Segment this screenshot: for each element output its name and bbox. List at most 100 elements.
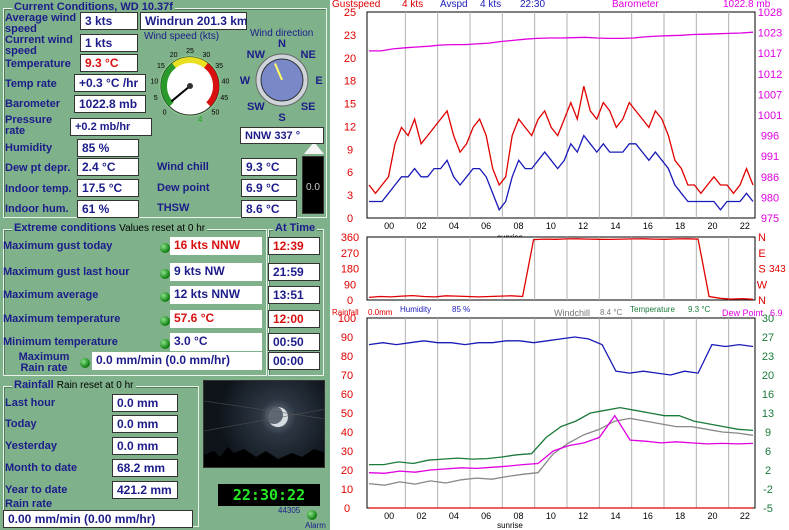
legend-barometer-value: 1022.8 mb [723,0,771,10]
thsw-label: THSW [157,202,190,214]
extreme-row-label: Maximum gust today [3,240,113,252]
windrun-value: Windrun 201.3 km [140,12,247,30]
x-tick: 22 [740,511,750,521]
rainfall-row-label: Last hour [5,397,56,409]
direction-label: E [758,248,765,260]
gauge-tick-label: 45 [220,95,228,102]
extreme-row-value: 9 kts NW [170,263,262,281]
barometer-value: 1022.8 mb [74,95,146,113]
temp-y-tick: -2 [763,484,773,496]
temp-y-tick: 20 [762,370,774,382]
graph-frame [366,236,756,301]
humidity-value: 85 % [77,139,139,157]
x-tick: 04 [449,221,459,231]
legend-gust: Gustspeed [332,0,381,10]
humidity-series [368,336,754,376]
y-left-tick: 0 [347,213,353,225]
extreme-title: Extreme conditions Values reset at 0 hr [12,222,208,234]
rainfall-row-label: Today [5,418,37,430]
x-tick: 08 [513,511,523,521]
avg-wind-value: 3 kts [80,12,138,30]
gauge-tick-label: 30 [202,52,210,59]
compass-letter: N [278,38,286,50]
compass-letter: E [315,75,322,87]
graph-frame [366,317,756,509]
y-right-tick: 1028 [758,7,782,19]
alarm-indicator[interactable] [307,510,317,520]
temp-y-tick: -5 [763,503,773,515]
sunrise-label: sunrise [497,521,523,530]
x-tick: 14 [610,221,620,231]
dewpoint-series [368,414,754,474]
rainfall-subtitle: Rain reset at 0 hr [56,380,134,391]
counter-value: 44305 [278,506,301,515]
extreme-row-time: 12:00 [268,310,320,328]
rain-y-tick: 100 [338,313,356,325]
extreme-row-indicator [160,316,170,326]
extreme-row-time: 00:50 [268,333,320,351]
extreme-row-indicator [160,269,170,279]
webcam-image[interactable] [203,380,325,468]
dew-point-label: Dew point [157,182,210,194]
temp-y-tick: 9 [765,427,771,439]
gauge-tick-label: 0 [163,109,167,116]
rainfall-row-value: 0.0 mm [112,437,178,455]
digital-clock: 22:30:22 [218,484,320,506]
gauge-tick-label: 25 [186,48,194,55]
y-right-tick: 980 [761,192,779,204]
graph-panel: Gustspeed 4 kts Avspd 4 kts 22:30 Barome… [330,0,789,530]
avg-wind-label: Average wind speed [5,12,77,35]
small-meter-value: 0.0 [306,182,320,193]
rain-y-tick: 90 [341,332,353,344]
compass-letter: W [240,75,251,87]
direction-y-tick: 360 [341,232,359,244]
x-tick: 04 [449,511,459,521]
direction-y-tick: 270 [341,248,359,260]
x-tick: 10 [546,511,556,521]
wind-direction-title: Wind direction [250,28,314,39]
y-right-tick: 1001 [758,110,782,122]
small-meter: 0.0 [302,156,324,214]
rainfall-title-text: Rainfall [14,379,54,391]
compass-letter: SW [247,101,265,113]
x-tick: 12 [578,511,588,521]
at-time-title: At Time [273,222,318,234]
y-left-tick: 6 [347,167,353,179]
extreme-row-value: 16 kts NNW [170,237,262,255]
rain-y-tick: 60 [341,389,353,401]
y-left-tick: 9 [347,144,353,156]
thsw-value: 8.6 °C [241,200,297,218]
gauge-tick-label: 10 [151,78,159,85]
gauge-tick-label: 5 [154,95,158,102]
x-tick: 22 [740,221,750,231]
legend-barometer: Barometer [612,0,659,10]
rain-y-tick: 20 [341,465,353,477]
direction-label: N [758,232,766,244]
extreme-row-indicator [160,292,170,302]
temperature-label: Temperature [5,58,71,70]
rainfall-group: Rainfall Rain reset at 0 hr [3,379,199,527]
moon-image [204,400,324,467]
x-tick: 00 [384,221,394,231]
y-right-tick: 975 [761,213,779,225]
direction-right-value: 343 [769,264,786,275]
y-right-tick: 1017 [758,48,782,60]
extreme-row-time: 21:59 [268,263,320,281]
legend-rainfall: Rainfall [332,308,359,317]
rain-y-tick: 10 [341,484,353,496]
rain-y-tick: 0 [344,503,350,515]
extreme-row-label: Maximum temperature [3,313,121,325]
extreme-row-value: 3.0 °C [170,333,262,351]
extreme-row-indicator [160,243,170,253]
gauge-green-readout: 4 [198,115,203,124]
y-right-tick: 1023 [758,28,782,40]
extreme-row-value: 57.6 °C [170,310,262,328]
gust-series [368,86,754,195]
y-left-tick: 15 [344,99,356,111]
extreme-row-label: Maximum Rain rate [18,351,70,374]
extreme-row-label: Maximum gust last hour [3,266,130,278]
alarm-label: Alarm [305,521,326,530]
y-left-tick: 20 [344,53,356,65]
legend-temperature-value: 9.3 °C [688,305,711,314]
legend-rainfall-value: 0.0mm [368,308,393,317]
